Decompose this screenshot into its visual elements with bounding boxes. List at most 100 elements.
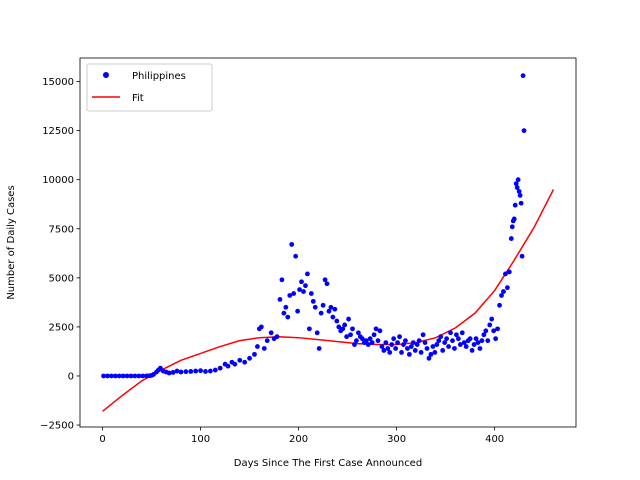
data-point bbox=[485, 338, 491, 344]
data-point bbox=[124, 373, 130, 379]
data-point bbox=[326, 308, 332, 314]
data-point bbox=[232, 361, 238, 367]
legend-marker-philippines bbox=[103, 72, 109, 78]
data-point bbox=[297, 287, 302, 293]
data-point bbox=[436, 338, 442, 344]
data-point bbox=[268, 330, 274, 336]
data-point bbox=[237, 357, 243, 363]
y-axis-label: Number of Daily Cases bbox=[6, 185, 17, 299]
data-point bbox=[426, 355, 432, 361]
y-tick-label: 2500 bbox=[49, 322, 74, 333]
data-point bbox=[422, 340, 428, 345]
data-point bbox=[514, 185, 520, 190]
data-point bbox=[387, 350, 393, 355]
data-point bbox=[495, 326, 500, 332]
legend-label-fit: Fit bbox=[132, 93, 144, 104]
data-point bbox=[340, 326, 346, 332]
data-point bbox=[247, 355, 252, 361]
data-point bbox=[440, 348, 446, 353]
data-point bbox=[336, 324, 342, 330]
data-point bbox=[367, 336, 373, 342]
data-point bbox=[207, 368, 213, 374]
data-point bbox=[493, 336, 499, 342]
y-tick-label: 5000 bbox=[49, 273, 74, 284]
data-point bbox=[506, 269, 512, 275]
data-point bbox=[252, 351, 257, 357]
data-point bbox=[381, 348, 387, 353]
points-layer bbox=[101, 73, 527, 379]
data-point bbox=[375, 338, 381, 344]
data-point bbox=[416, 338, 422, 344]
x-tick-label: 200 bbox=[289, 434, 308, 445]
data-point bbox=[363, 338, 369, 344]
data-point bbox=[291, 291, 297, 296]
data-point bbox=[479, 338, 485, 344]
data-point bbox=[509, 224, 515, 230]
data-point bbox=[279, 277, 285, 283]
data-point bbox=[455, 336, 461, 342]
x-tick-label: 400 bbox=[485, 434, 504, 445]
data-point bbox=[491, 328, 497, 334]
data-point bbox=[198, 368, 203, 374]
data-point bbox=[408, 344, 414, 349]
data-point bbox=[258, 324, 264, 330]
data-point bbox=[346, 316, 351, 322]
legend-label-philippines: Philippines bbox=[132, 71, 186, 82]
data-point bbox=[193, 368, 199, 374]
data-point bbox=[389, 342, 395, 347]
data-point bbox=[170, 370, 176, 375]
data-point bbox=[461, 340, 467, 345]
data-point bbox=[414, 342, 420, 347]
data-point bbox=[274, 334, 280, 340]
data-point bbox=[101, 373, 106, 379]
data-point bbox=[401, 342, 406, 347]
data-point bbox=[116, 373, 122, 379]
data-point bbox=[444, 336, 450, 342]
data-point bbox=[132, 373, 138, 379]
legend: Philippines Fit bbox=[86, 63, 213, 112]
data-point bbox=[328, 304, 334, 310]
data-point bbox=[359, 336, 365, 342]
data-point bbox=[428, 351, 434, 357]
data-point bbox=[330, 314, 336, 320]
data-point bbox=[377, 328, 383, 334]
data-point bbox=[395, 340, 400, 345]
data-point bbox=[489, 316, 495, 322]
data-point bbox=[511, 216, 517, 222]
data-point bbox=[399, 350, 404, 355]
data-point bbox=[322, 277, 328, 283]
y-tick-label: 7500 bbox=[49, 224, 74, 235]
data-point bbox=[452, 346, 457, 351]
data-point bbox=[517, 192, 523, 198]
data-point bbox=[342, 322, 348, 328]
data-point bbox=[314, 330, 320, 336]
data-point bbox=[454, 332, 459, 338]
data-point bbox=[410, 340, 416, 345]
data-point bbox=[513, 181, 519, 187]
data-point bbox=[477, 346, 483, 351]
data-point bbox=[212, 367, 218, 373]
data-point bbox=[438, 334, 444, 340]
fit-layer bbox=[102, 189, 555, 412]
data-point bbox=[261, 346, 267, 351]
data-point bbox=[344, 334, 350, 340]
data-point bbox=[293, 253, 299, 259]
data-point bbox=[283, 304, 289, 310]
data-point bbox=[320, 302, 326, 308]
data-point bbox=[424, 346, 430, 351]
data-point bbox=[289, 242, 295, 247]
data-point bbox=[487, 322, 493, 328]
data-point bbox=[521, 128, 527, 134]
data-point bbox=[174, 368, 180, 374]
data-point bbox=[281, 310, 287, 316]
data-point bbox=[303, 283, 308, 289]
legend-box bbox=[86, 63, 213, 112]
data-point bbox=[285, 314, 291, 320]
data-point bbox=[469, 348, 475, 353]
data-point bbox=[515, 177, 521, 183]
data-point bbox=[352, 342, 357, 347]
data-point bbox=[203, 369, 208, 374]
data-point bbox=[434, 342, 440, 347]
data-point bbox=[350, 326, 355, 332]
